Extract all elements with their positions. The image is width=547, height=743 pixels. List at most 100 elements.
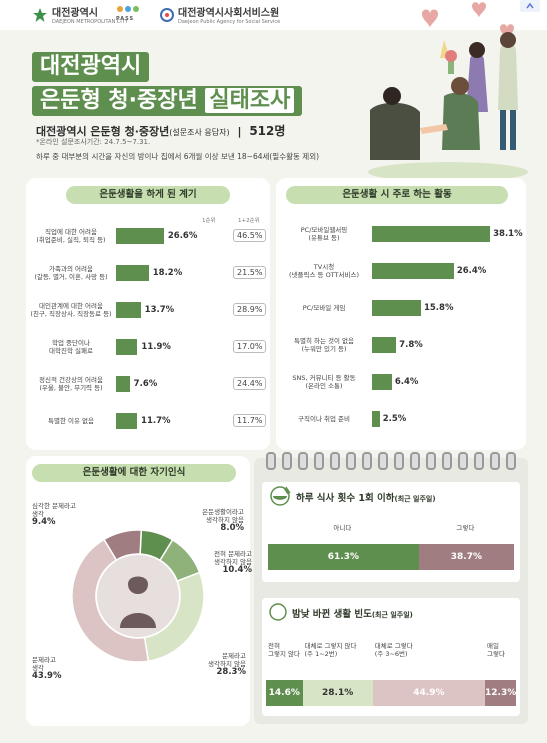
sleep-title: 밤낮 바뀐 생활 빈도(최근 일주일) (292, 606, 413, 620)
reason-label: 가족과의 어려움 (갈등, 별거, 이혼, 사망 등) (34, 265, 108, 281)
reason-value-rank1: 11.7% (141, 416, 171, 426)
reason-label: 대인관계에 대한 어려움 (친구, 직장상사, 직장동료 등) (30, 302, 112, 318)
reason-value-rank12: 21.5% (233, 266, 267, 279)
activity-bar (372, 374, 392, 390)
calendar-ring (378, 452, 388, 470)
survey-period: *온라인 설문조사기간: 24.7.5~7.31. (36, 138, 151, 146)
logo3-name: 대전광역시사회서비스원 (178, 8, 280, 19)
reasons-col-rank1: 1순위 (202, 218, 216, 224)
sleep-segment: 12.3% (485, 680, 516, 706)
share-icon[interactable] (520, 0, 540, 12)
calendar-ring (298, 452, 308, 470)
logo1-sub: DAEJEON METROPOLITAN CITY (52, 19, 128, 25)
main-title: 대전광역시 은둔형 청·중장년 실태조사 (32, 52, 303, 116)
activity-bar (372, 337, 397, 353)
calendar-ring (314, 452, 324, 470)
sleep-segment: 14.6% (266, 680, 303, 706)
activity-bar (372, 300, 421, 316)
donut-slice (103, 529, 143, 562)
sleep-segment: 28.1% (302, 680, 373, 706)
sleep-segment-label: 전혀 그렇지 않다 (268, 642, 300, 658)
reason-bar (116, 228, 164, 244)
activity-value: 26.4% (456, 266, 487, 276)
survey-subtitle-text: 대전광역시 은둔형 청·중장년 (36, 125, 170, 138)
reason-bar (116, 302, 141, 318)
activity-value: 15.8% (423, 303, 454, 313)
meals-segment: 61.3% (268, 544, 419, 570)
activity-label: TV시청 (넷플릭스 등 OTT서비스) (289, 263, 359, 279)
reasons-card: 은둔생활을 하게 된 계기 1순위 1+2순위 직업에 대한 어려움 (취업준비,… (26, 178, 270, 450)
survey-description: 하루 중 대부분의 시간을 자신의 방이나 집에서 6개월 이상 보낸 18~6… (36, 152, 320, 161)
title-line2a: 은둔형 청·중장년 (40, 88, 198, 113)
activity-label: PC/모바일 게임 (302, 304, 346, 312)
survey-separator: | (237, 125, 242, 138)
meals-title-note: (최근 일주일) (394, 495, 436, 503)
sleep-segment-label: 대체로 그렇지 않다 (주 1~2번) (304, 642, 357, 658)
calendar-ring (346, 452, 356, 470)
reason-value-rank1: 11.9% (141, 342, 171, 352)
activity-bar (372, 411, 380, 427)
reason-label: 학업 중단이나 대학진학 실패로 (49, 339, 93, 355)
logo3-sub: Daejeon Public Agency for Social Service (178, 19, 281, 25)
activity-bar (372, 226, 491, 242)
calendar-ring (458, 452, 468, 470)
calendar-ring (394, 452, 404, 470)
donut-value: 43.9% (32, 671, 62, 681)
reason-value-rank12: 46.5% (233, 229, 267, 242)
meals-segment-label: 아니다 (333, 524, 352, 532)
rice-bowl-icon (270, 486, 291, 506)
calendar-ring (410, 452, 420, 470)
reason-value-rank12: 24.4% (233, 377, 267, 390)
sleep-title-note: (최근 일주일) (371, 611, 413, 619)
donut-label: 전혀 문제라고 생각하지 않음 10.4% (214, 550, 253, 575)
social-service-logo[interactable]: 대전광역시사회서비스원 Daejeon Public Agency for So… (160, 4, 280, 25)
meals-title-text: 하루 식사 횟수 1회 이하 (296, 493, 395, 504)
survey-subtitle-note: (설문조사 응답자) (169, 128, 230, 137)
hero-illustration (368, 2, 528, 182)
donut-value: 10.4% (222, 565, 253, 575)
reasons-col-rank12: 1+2순위 (238, 218, 260, 224)
calendar-ring (474, 452, 484, 470)
calendar-ring (282, 452, 292, 470)
reason-value-rank1: 26.6% (167, 231, 198, 241)
sun-moon-icon (269, 603, 287, 621)
pass-wave-icon (117, 6, 139, 12)
calendar-ring (426, 452, 436, 470)
activity-value: 2.5% (382, 414, 407, 424)
survey-subtitle: 대전광역시 은둔형 청·중장년(설문조사 응답자) | 512명 (36, 122, 285, 139)
pass-logo[interactable]: PASS (116, 4, 144, 22)
meals-segment-label: 그렇다 (456, 524, 475, 532)
title-line2: 은둔형 청·중장년 실태조사 (32, 86, 303, 116)
reason-value-rank12: 28.9% (233, 303, 267, 316)
daejeon-city-logo[interactable]: 대전광역시 DAEJEON METROPOLITAN CITY (32, 4, 128, 25)
donut-center (97, 555, 179, 637)
calendar-ring (442, 452, 452, 470)
person-silhouette-icon (120, 576, 156, 628)
calendar-ring (330, 452, 340, 470)
activity-value: 7.8% (399, 340, 423, 350)
donut-value: 9.4% (32, 517, 56, 527)
reason-value-rank1: 7.6% (133, 379, 158, 389)
activities-title: 은둔생활 시 주로 하는 활동 (286, 186, 508, 204)
reason-label: 직업에 대한 어려움 (취업준비, 실직, 퇴직 등) (36, 228, 106, 244)
activity-value: 6.4% (394, 377, 419, 387)
logo2-name: PASS (116, 16, 135, 22)
donut-label: 심각한 문제라고 생각 9.4% (32, 502, 76, 527)
activity-bar (372, 263, 454, 279)
survey-count: 512명 (249, 124, 286, 138)
donut-value: 28.3% (216, 667, 247, 677)
meals-panel: 하루 식사 횟수 1회 이하(최근 일주일) 61.3% 아니다 38.7% 그렇다 (262, 482, 520, 582)
sleep-panel: 밤낮 바뀐 생활 빈도(최근 일주일) 14.6% 전혀 그렇지 않다 28.1% 대체… (262, 598, 520, 716)
reasons-title: 은둔생활을 하게 된 계기 (66, 186, 230, 204)
donut-value: 8.0% (220, 523, 244, 533)
activity-value: 38.1% (493, 229, 523, 239)
logo1-name: 대전광역시 (52, 8, 98, 19)
activity-label: PC/모바일웹서핑 (유튜브 등) (300, 226, 348, 242)
donut-label: 문제라고 생각 43.9% (32, 656, 62, 681)
sleep-segment: 44.9% (372, 680, 485, 706)
sleep-title-text: 밤낮 바뀐 생활 빈도 (292, 609, 372, 620)
reason-value-rank12: 17.0% (233, 340, 267, 353)
social-service-emblem-icon (160, 7, 174, 22)
self-perception-card: 은둔생활에 대한 자기인식 은둔생활이라고 생각하지 않음 8.0% 전혀 문제라고 생… (26, 456, 253, 726)
